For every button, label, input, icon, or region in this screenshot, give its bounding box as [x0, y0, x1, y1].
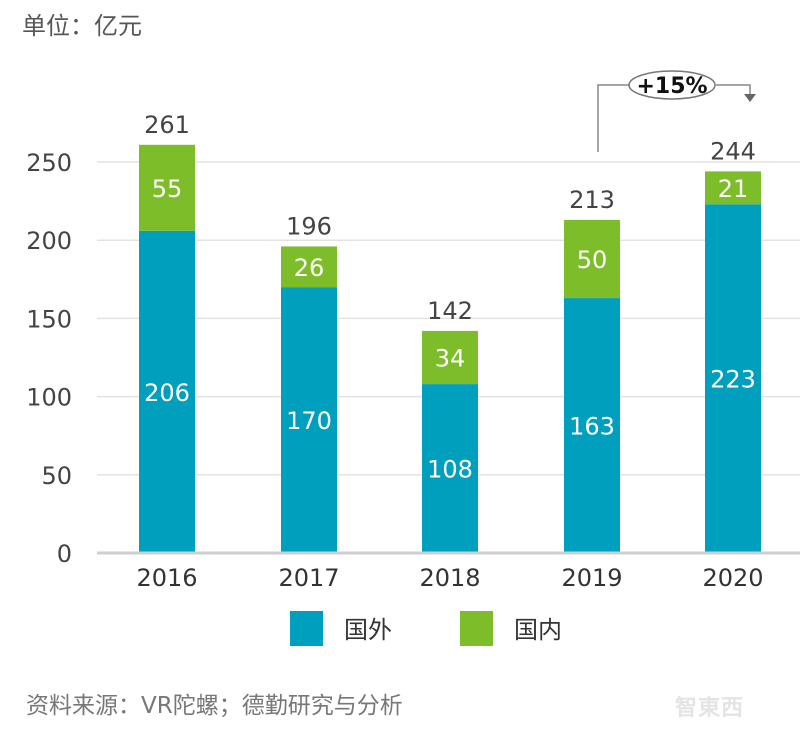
y-tick-label: 250	[26, 149, 72, 177]
legend-label: 国内	[514, 616, 562, 644]
arrow-down-icon	[744, 94, 756, 102]
bar-foreign	[564, 298, 620, 553]
annotation-label: +15%	[636, 74, 707, 99]
bar-foreign	[705, 204, 761, 553]
bar-domestic	[564, 219, 620, 299]
bar-foreign	[139, 230, 195, 554]
data-label: 108	[427, 456, 473, 484]
bar-domestic	[705, 171, 761, 205]
bar-domestic	[422, 330, 478, 385]
y-tick-label: 50	[41, 462, 72, 490]
data-label: 26	[294, 254, 325, 282]
data-label: 170	[286, 407, 332, 435]
data-label: 163	[569, 413, 615, 441]
total-label: 213	[569, 186, 615, 214]
total-label: 196	[286, 212, 332, 240]
data-label: 55	[152, 175, 183, 203]
bar-domestic	[281, 246, 337, 288]
annotation-bracket	[716, 84, 751, 96]
x-tick-label: 2017	[278, 564, 339, 592]
legend-swatch	[460, 611, 493, 646]
data-label: 50	[577, 246, 608, 274]
total-label: 244	[710, 137, 756, 165]
total-label: 261	[144, 111, 190, 139]
data-label: 21	[718, 175, 749, 203]
x-tick-label: 2016	[136, 564, 197, 592]
source-note: 资料来源：VR陀螺；德勤研究与分析	[26, 693, 403, 719]
data-label: 223	[710, 366, 756, 394]
bar-foreign	[422, 384, 478, 553]
x-tick-label: 2018	[419, 564, 480, 592]
bar-domestic	[139, 144, 195, 231]
legend-label: 国外	[344, 616, 392, 644]
stacked-bar-chart: 0 50 100 150 200 250 206 55 261 2016 170 26 196 2017 1…	[26, 70, 800, 646]
annotation-pill	[628, 70, 716, 100]
y-tick-label: 150	[26, 305, 72, 333]
x-tick-label: 2020	[702, 564, 763, 592]
data-label: 34	[435, 345, 466, 373]
x-tick-label: 2019	[561, 564, 622, 592]
bar-foreign	[281, 287, 337, 553]
y-tick-label: 200	[26, 227, 72, 255]
y-tick-label: 100	[26, 384, 72, 412]
data-label: 206	[144, 379, 190, 407]
total-label: 142	[427, 297, 473, 325]
watermark-logo: 智東西	[675, 696, 745, 721]
annotation-bracket	[597, 84, 630, 152]
legend-swatch	[290, 611, 323, 646]
y-tick-label: 0	[57, 540, 72, 568]
unit-label: 单位：亿元	[22, 12, 142, 40]
